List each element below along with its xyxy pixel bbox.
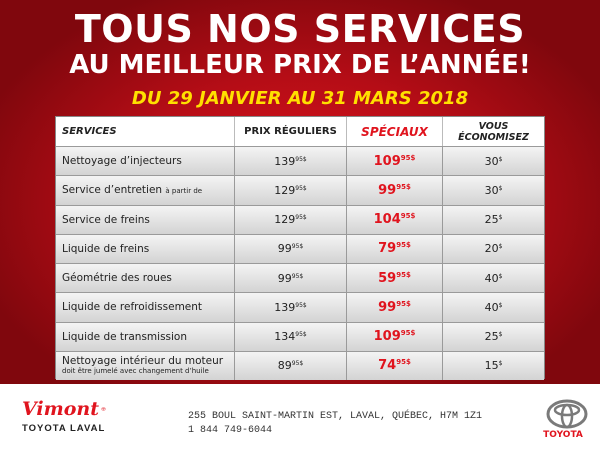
- table-row: Liquide de transmission 13495$ 10995$ 25$: [56, 321, 544, 351]
- table-row: Service d’entretien à partir de 12995$ 999…: [56, 175, 544, 205]
- brand-name: TOYOTA: [543, 430, 583, 440]
- savings-amount: 25$: [484, 213, 503, 227]
- special-price: 7995$: [378, 241, 411, 257]
- table-row: Liquide de refroidissement 13995$ 9995$ 40$: [56, 292, 544, 322]
- regular-price: 8995$: [277, 359, 304, 373]
- regular-price: 9995$: [277, 242, 304, 256]
- price-table: SERVICES PRIX RÉGULIERS SPÉCIAUX VOUS ÉCO…: [55, 116, 545, 380]
- header-regular: PRIX RÉGULIERS: [244, 126, 337, 137]
- regular-price: 12995$: [274, 213, 307, 227]
- regular-price: 12995$: [274, 183, 307, 197]
- dealer-address: 255 BOUL SAINT-MARTIN EST, LAVAL, QUÉBEC…: [188, 410, 482, 438]
- special-price: 10995$: [373, 153, 416, 169]
- special-price: 7495$: [378, 358, 411, 374]
- footer-bar: [0, 384, 600, 450]
- phone-number: 1 844 749-6044: [188, 425, 273, 436]
- table-header: SERVICES PRIX RÉGULIERS SPÉCIAUX VOUS ÉCO…: [56, 117, 544, 146]
- service-name: Service de freins: [62, 213, 150, 226]
- address-line: 255 BOUL SAINT-MARTIN EST, LAVAL, QUÉBEC…: [188, 411, 483, 422]
- dealer-subtitle: TOYOTA LAVAL: [22, 423, 106, 434]
- special-price: 10495$: [373, 212, 416, 228]
- regular-price: 13995$: [274, 300, 307, 314]
- service-name: Liquide de refroidissement: [62, 301, 203, 314]
- table-row: Géométrie des roues 9995$ 5995$ 40$: [56, 263, 544, 293]
- service-name: Nettoyage d’injecteurs: [62, 155, 182, 168]
- promo-dates: DU 29 JANVIER AU 31 MARS 2018: [131, 88, 469, 109]
- headline: TOUS NOS SERVICES: [74, 7, 526, 51]
- regular-price: 9995$: [277, 271, 304, 285]
- special-price: 9995$: [378, 182, 411, 198]
- service-name: Géométrie des roues: [62, 272, 172, 285]
- toyota-emblem-icon: [101, 407, 106, 411]
- savings-amount: 25$: [484, 330, 503, 344]
- subheadline: AU MEILLEUR PRIX DE L’ANNÉE!: [69, 50, 531, 80]
- dealer-logo: Vimont TOYOTA LAVAL: [22, 398, 106, 434]
- savings-amount: 30$: [484, 183, 503, 197]
- special-price: 9995$: [378, 299, 411, 315]
- table-row: Nettoyage intérieur du moteur doit être j…: [56, 350, 544, 380]
- header-services: SERVICES: [62, 126, 117, 137]
- table-row: Nettoyage d’injecteurs 13995$ 10995$ 30$: [56, 146, 544, 176]
- dealer-name: Vimont: [22, 398, 99, 420]
- table-row: Liquide de freins 9995$ 7995$ 20$: [56, 233, 544, 263]
- service-name: Service d’entretien à partir de: [62, 183, 203, 196]
- toyota-emblem-icon: [546, 399, 588, 429]
- savings-amount: 15$: [484, 359, 503, 373]
- service-name: Liquide de freins: [62, 242, 150, 255]
- savings-amount: 40$: [484, 300, 503, 314]
- header-specials: SPÉCIAUX: [361, 124, 428, 139]
- service-name: Liquide de transmission: [62, 330, 188, 343]
- special-price: 10995$: [373, 329, 416, 345]
- savings-amount: 40$: [484, 271, 503, 285]
- regular-price: 13995$: [274, 154, 307, 168]
- savings-amount: 20$: [484, 242, 503, 256]
- header-savings: VOUS ÉCONOMISEZ: [458, 120, 529, 143]
- special-price: 5995$: [378, 270, 411, 286]
- savings-amount: 30$: [484, 154, 503, 168]
- service-name: Nettoyage intérieur du moteur doit être j…: [62, 355, 224, 376]
- regular-price: 13495$: [274, 330, 307, 344]
- table-row: Service de freins 12995$ 10495$ 25$: [56, 204, 544, 234]
